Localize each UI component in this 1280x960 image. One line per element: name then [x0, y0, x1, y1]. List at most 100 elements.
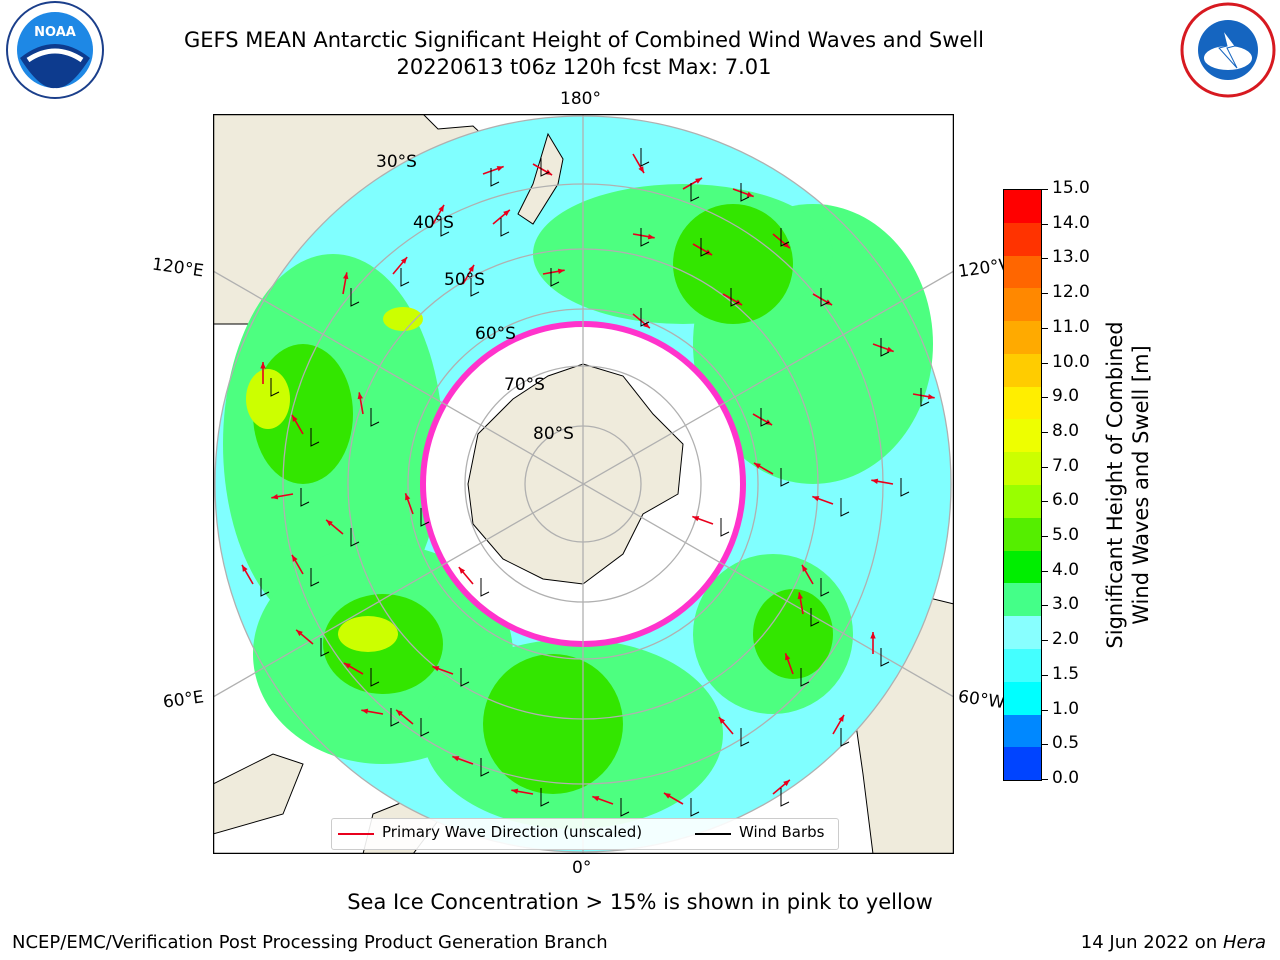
wind-barb — [370, 408, 380, 427]
wind-barb — [690, 798, 700, 817]
colorbar-segment — [1004, 648, 1041, 682]
colorbar-tick-label: 1.0 — [1052, 698, 1080, 719]
colorbar-segment — [1004, 550, 1041, 584]
wind-barb — [350, 288, 360, 307]
lat-label-80s: 80°S — [533, 424, 574, 444]
wave-arrow-head — [718, 717, 726, 724]
wind-barb — [270, 378, 280, 397]
lat-label-50s: 50°S — [444, 270, 485, 290]
colorbar-tick-mark — [1041, 327, 1048, 329]
colorbar-tick-mark — [1041, 223, 1048, 225]
lat-label-30s: 30°S — [376, 152, 417, 172]
colorbar-segment — [1004, 485, 1041, 518]
wind-barb — [880, 338, 890, 357]
wind-barb — [720, 518, 730, 537]
colorbar-segment — [1004, 681, 1041, 715]
colorbar-segment — [1004, 517, 1041, 551]
wave-arrow-head — [438, 204, 444, 212]
graticule — [213, 114, 954, 854]
colorbar-tick-label: 7.0 — [1052, 455, 1080, 476]
colorbar-tick-mark — [1041, 674, 1048, 676]
colorbar-tick-label: 12.0 — [1052, 282, 1090, 303]
wave-arrow-head — [292, 554, 298, 562]
wave-arrow-head — [458, 567, 466, 574]
colorbar-tick-label: 11.0 — [1052, 316, 1090, 337]
wind-barb — [480, 578, 490, 597]
wave-arrow-head — [783, 779, 790, 787]
wave-arrow-head — [242, 564, 248, 572]
wave-arrow-head — [343, 663, 351, 669]
wave-arrow-head — [260, 362, 266, 369]
colorbar-segment — [1004, 222, 1041, 256]
colorbar-tick-mark — [1041, 189, 1048, 190]
colorbar-tick-label: 3.0 — [1052, 594, 1080, 615]
wave-arrow-head — [643, 321, 650, 329]
colorbar-tick-mark — [1041, 397, 1048, 399]
colorbar-segment — [1004, 714, 1041, 748]
wave-arrow-head — [432, 666, 440, 672]
wind-barb — [640, 228, 650, 247]
primary-wave-swatch — [338, 833, 374, 835]
wind-barb — [640, 148, 650, 167]
wind-barb — [760, 408, 770, 427]
wind-barb — [400, 268, 410, 287]
antarctica-land — [467, 363, 684, 585]
wind-barb — [490, 168, 500, 187]
colorbar-tick-label: 2.0 — [1052, 629, 1080, 650]
wind-barb — [420, 718, 430, 737]
colorbar-tick-mark — [1041, 536, 1048, 538]
colorbar-tick-mark — [1041, 258, 1048, 260]
wind-barb — [310, 568, 320, 587]
wind-barb-legend-label: Wind Barbs — [739, 823, 825, 841]
wind-barb-swatch — [695, 833, 731, 835]
map-panel — [212, 113, 955, 855]
colorbar-tick-mark — [1041, 362, 1048, 364]
primary-wave-legend-label: Primary Wave Direction (unscaled) — [382, 823, 643, 841]
wind-barb — [900, 478, 910, 497]
wind-barb — [880, 648, 890, 667]
wind-barb — [920, 388, 930, 407]
date-prefix: 14 Jun 2022 on — [1080, 932, 1223, 953]
colorbar-segment — [1004, 386, 1041, 420]
colorbar-segment — [1004, 452, 1041, 486]
colorbar-label-line2: Wind Waves and Swell [m] — [1129, 345, 1153, 625]
lon-label-bottom: 0° — [572, 858, 592, 878]
wave-arrow-head — [468, 264, 474, 272]
colorbar-tick-label: 10.0 — [1052, 351, 1090, 372]
sea-ice-caption: Sea Ice Concentration > 15% is shown in … — [347, 890, 933, 914]
wave-arrow-head — [663, 793, 671, 799]
wind-barb — [780, 788, 790, 807]
wave-arrow-head — [496, 166, 504, 172]
colorbar-tick-label: 0.5 — [1052, 733, 1080, 754]
wave-arrow-head — [927, 394, 935, 400]
wind-barb — [730, 288, 740, 307]
wind-barb — [640, 308, 650, 327]
wave-arrow-head — [503, 209, 510, 217]
credit-text: NCEP/EMC/Verification Post Processing Pr… — [12, 932, 608, 953]
colorbar-segment — [1004, 255, 1041, 289]
wave-arrow-head — [871, 478, 879, 484]
colorbar-segment — [1004, 616, 1041, 649]
wave-arrow-head — [511, 788, 519, 794]
wave-arrow-head — [785, 653, 791, 661]
colorbar-segment — [1004, 190, 1041, 223]
colorbar-segment — [1004, 353, 1041, 387]
wave-arrow-head — [405, 493, 411, 501]
colorbar-tick-label: 1.5 — [1052, 663, 1080, 684]
wave-arrow-head — [870, 632, 876, 639]
colorbar-tick-label: 5.0 — [1052, 525, 1080, 546]
wind-barb — [420, 508, 430, 527]
colorbar-tick-mark — [1041, 431, 1048, 433]
wave-arrow-head — [647, 234, 655, 240]
wave-arrow-head — [557, 268, 565, 274]
wind-barb — [780, 228, 790, 247]
wave-arrow-head — [326, 519, 333, 527]
map-canvas — [212, 113, 955, 855]
wind-barb — [810, 608, 820, 627]
wind-barb — [550, 268, 560, 287]
chart-title: GEFS MEAN Antarctic Significant Height o… — [183, 28, 985, 52]
wind-barb — [620, 798, 630, 817]
wave-arrow-head — [396, 709, 403, 717]
colorbar-tick-label: 6.0 — [1052, 490, 1080, 511]
colorbar-tick-label: 14.0 — [1052, 212, 1090, 233]
